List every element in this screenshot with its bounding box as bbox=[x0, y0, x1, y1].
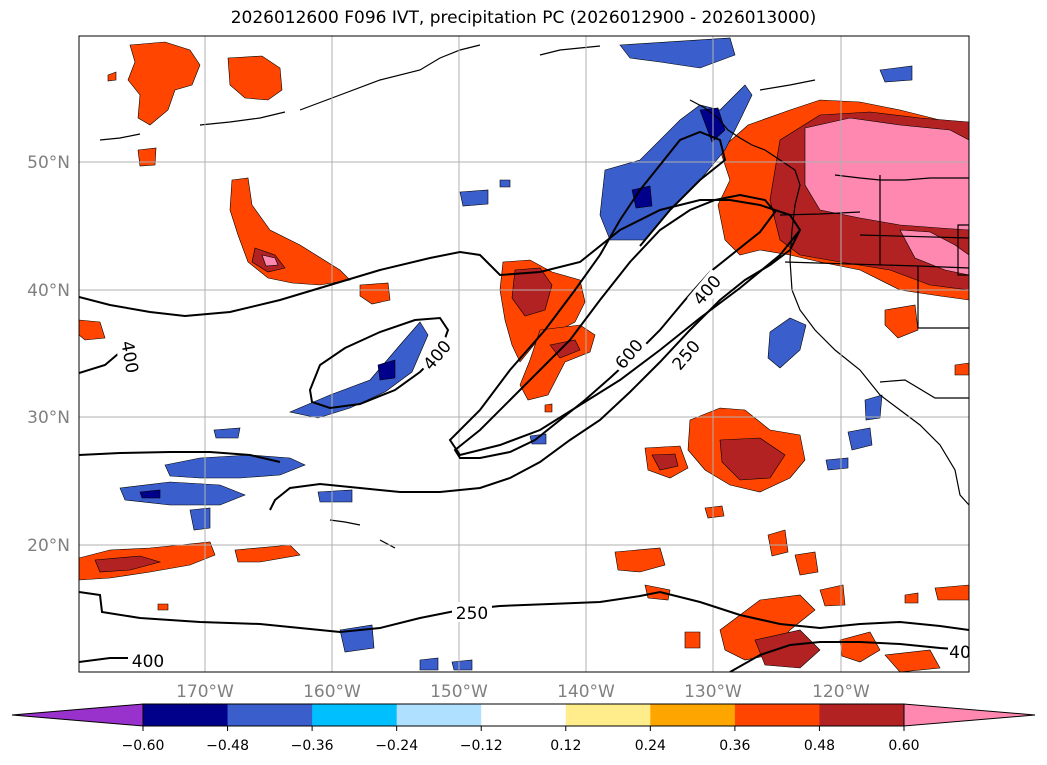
contour-label: 40 bbox=[949, 643, 971, 663]
lon-label: 150°W bbox=[430, 682, 488, 702]
contour-label: 400 bbox=[132, 652, 164, 672]
contour-label: 250 bbox=[456, 604, 488, 624]
lon-label: 120°W bbox=[812, 682, 870, 702]
gridlines bbox=[79, 36, 969, 672]
colorbar-bin bbox=[481, 704, 567, 726]
colorbar: −0.60 −0.48 −0.36 −0.24 −0.12 0.12 0.24 0.36 0.4… bbox=[11, 703, 1036, 754]
lon-label: 170°W bbox=[176, 682, 234, 702]
lat-label: 40°N bbox=[27, 281, 70, 301]
colorbar-tick-label: 0.12 bbox=[550, 738, 581, 754]
colorbar-bin bbox=[227, 704, 313, 726]
lat-label: 30°N bbox=[27, 408, 70, 428]
ivt-contours bbox=[79, 130, 969, 672]
colorbar-tick-label: −0.24 bbox=[375, 738, 418, 754]
colorbar-tick-label: −0.60 bbox=[122, 738, 165, 754]
colorbar-bin bbox=[819, 704, 905, 726]
lon-label: 130°W bbox=[684, 682, 742, 702]
figure-title: 2026012600 F096 IVT, precipitation PC (2… bbox=[230, 8, 817, 28]
colorbar-under-arrow bbox=[11, 703, 144, 727]
longitude-labels: 170°W 160°W 150°W 140°W 130°W 120°W bbox=[176, 682, 870, 702]
colorbar-tick-label: −0.48 bbox=[206, 738, 249, 754]
lon-label: 140°W bbox=[557, 682, 615, 702]
colorbar-bin bbox=[396, 704, 482, 726]
lat-label: 20°N bbox=[27, 536, 70, 556]
colorbar-tick-label: 0.48 bbox=[804, 738, 835, 754]
colorbar-over-arrow bbox=[903, 703, 1036, 727]
colorbar-tick-label: 0.36 bbox=[719, 738, 750, 754]
colorbar-tick-label: 0.24 bbox=[635, 738, 666, 754]
latitude-labels: 50°N 40°N 30°N 20°N bbox=[27, 153, 70, 556]
positive-precip-regions bbox=[79, 41, 969, 672]
lon-label: 160°W bbox=[303, 682, 361, 702]
colorbar-tick-label: 0.60 bbox=[888, 738, 919, 754]
colorbar-bin bbox=[312, 704, 398, 726]
colorbar-bin bbox=[734, 704, 820, 726]
colorbar-bin bbox=[650, 704, 736, 726]
map-frame bbox=[78, 35, 970, 673]
coastlines bbox=[99, 44, 969, 549]
colorbar-tick-label: −0.12 bbox=[460, 738, 503, 754]
colorbar-frame bbox=[142, 703, 905, 727]
colorbar-tick-label: −0.36 bbox=[291, 738, 334, 754]
lat-label: 50°N bbox=[27, 153, 70, 173]
colorbar-bin bbox=[143, 704, 229, 726]
colorbar-bin bbox=[565, 704, 651, 726]
map-content: 400 400 400 600 250 250 400 40 bbox=[79, 36, 971, 672]
